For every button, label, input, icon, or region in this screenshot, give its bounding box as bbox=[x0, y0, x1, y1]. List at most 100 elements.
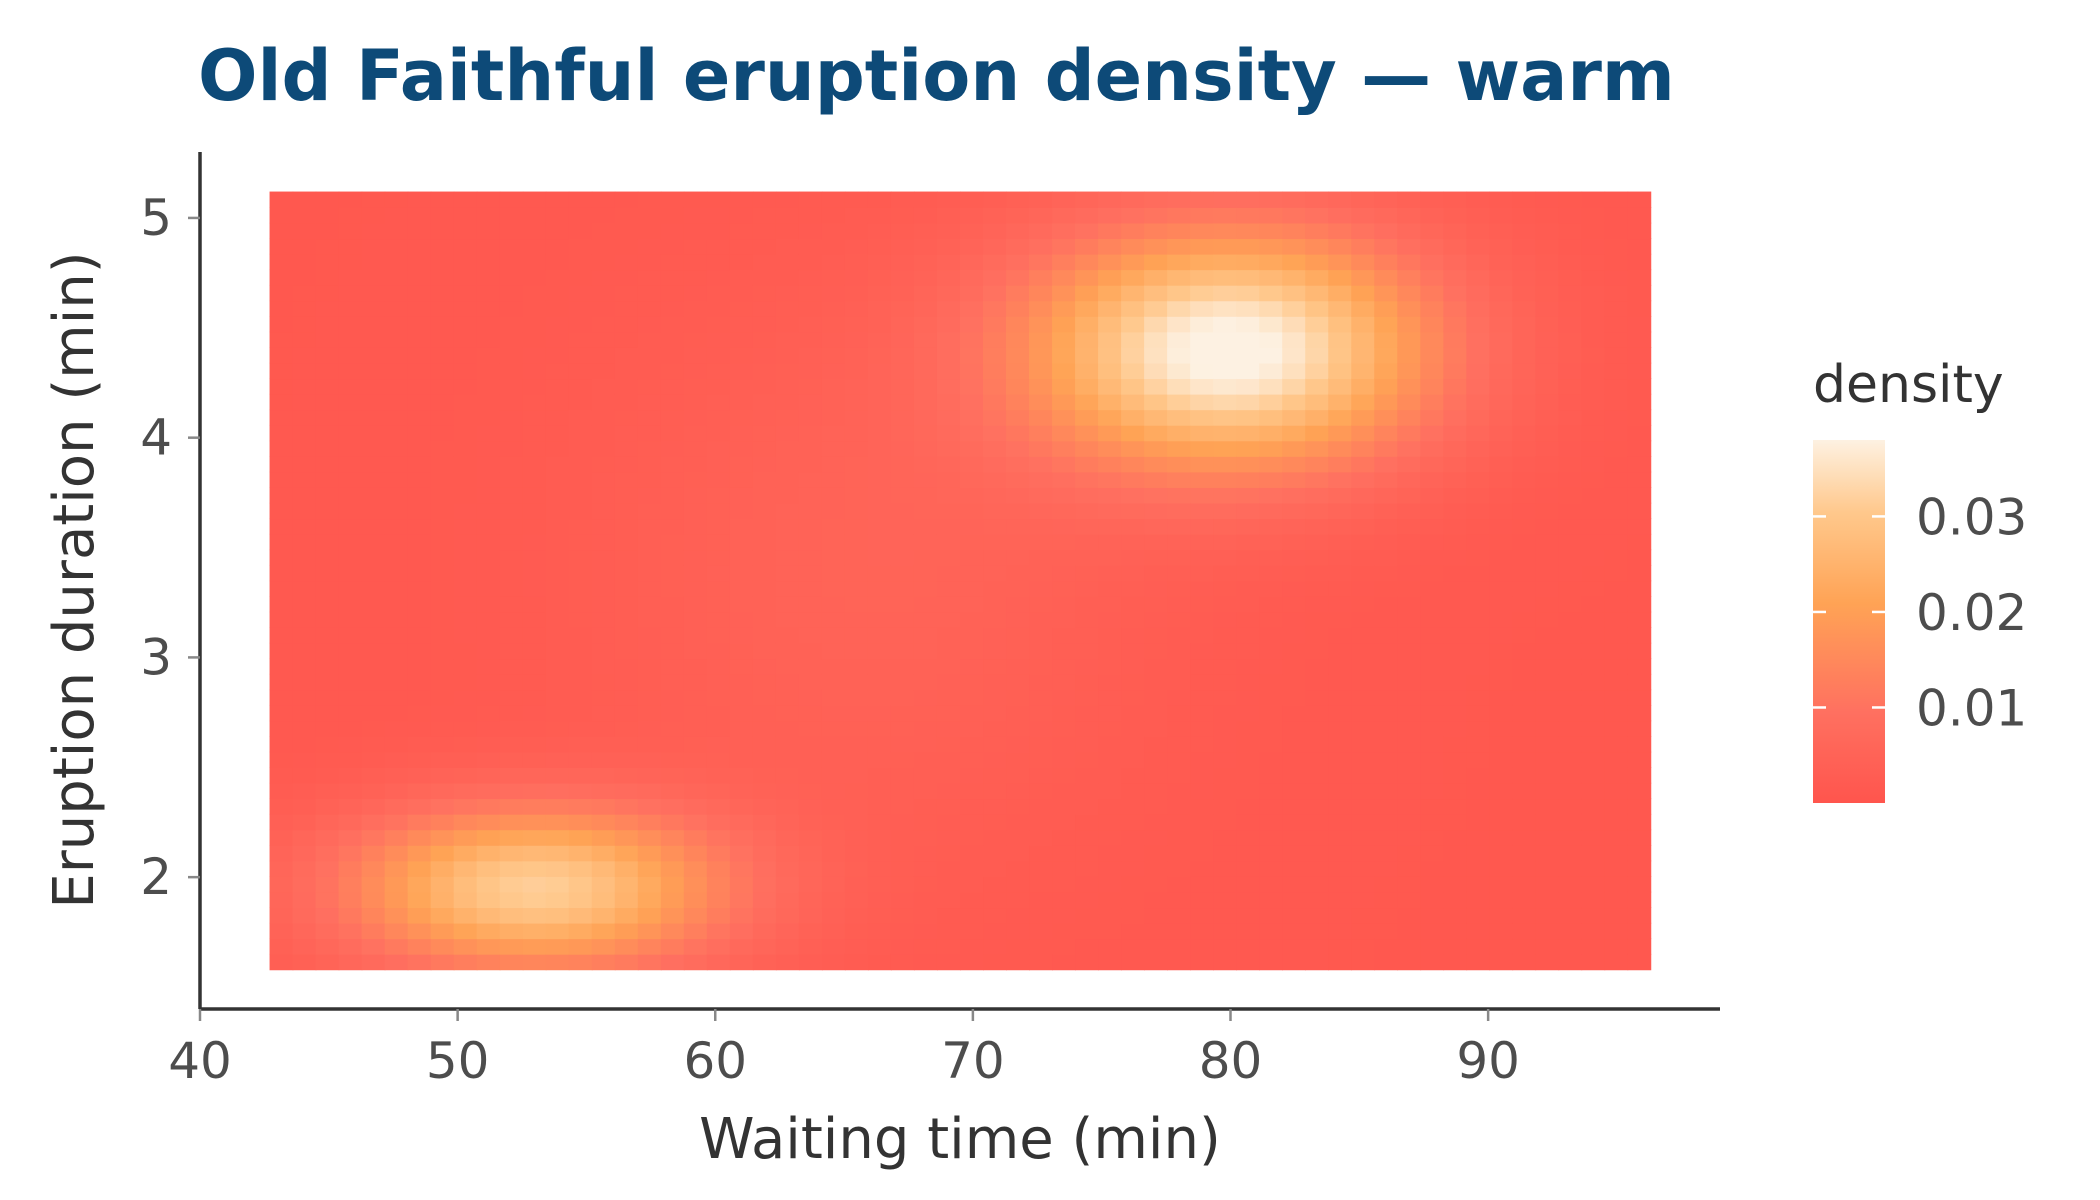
heatmap-tile bbox=[1006, 378, 1030, 395]
heatmap-tile bbox=[936, 456, 961, 473]
heatmap-tile bbox=[844, 627, 869, 644]
heatmap-tile bbox=[1305, 704, 1330, 722]
heatmap-tile bbox=[1282, 253, 1307, 271]
heatmap-tile bbox=[1604, 409, 1629, 426]
heatmap-tile bbox=[1581, 876, 1606, 893]
heatmap-tile bbox=[614, 191, 639, 208]
heatmap-tile bbox=[1397, 922, 1422, 940]
heatmap-tile bbox=[430, 860, 455, 877]
heatmap-tile bbox=[821, 627, 846, 644]
heatmap-tile bbox=[775, 844, 800, 862]
heatmap-tile bbox=[1397, 689, 1422, 706]
heatmap-tile bbox=[1351, 658, 1376, 675]
heatmap-tile bbox=[1374, 922, 1399, 940]
heatmap-tile bbox=[706, 642, 731, 660]
heatmap-tile bbox=[568, 409, 593, 426]
heatmap-tile bbox=[1167, 316, 1191, 333]
heatmap-tile bbox=[821, 533, 846, 551]
heatmap-tile bbox=[1190, 689, 1214, 706]
heatmap-tile bbox=[1190, 300, 1214, 317]
heatmap-tile bbox=[1351, 829, 1376, 846]
heatmap-tile bbox=[798, 922, 823, 940]
heatmap-tile bbox=[1420, 518, 1445, 535]
heatmap-tile bbox=[960, 953, 984, 971]
heatmap-tile bbox=[683, 689, 708, 706]
heatmap-tile bbox=[798, 642, 823, 660]
heatmap-tile bbox=[1006, 627, 1030, 644]
heatmap-tile bbox=[1006, 549, 1030, 566]
heatmap-tile bbox=[430, 284, 455, 302]
heatmap-tile bbox=[844, 222, 869, 240]
heatmap-tile bbox=[1305, 658, 1330, 675]
heatmap-tile bbox=[798, 424, 823, 442]
heatmap-tile bbox=[1558, 813, 1583, 831]
heatmap-tile bbox=[1512, 844, 1537, 862]
heatmap-tile bbox=[867, 860, 892, 877]
heatmap-tile bbox=[1351, 813, 1376, 831]
heatmap-tile bbox=[591, 642, 616, 660]
heatmap-tile bbox=[798, 689, 823, 706]
heatmap-tile bbox=[361, 347, 386, 364]
heatmap-tile bbox=[729, 207, 754, 224]
heatmap-tile bbox=[1259, 238, 1283, 255]
heatmap-tile bbox=[453, 191, 478, 208]
heatmap-tile bbox=[1052, 347, 1076, 364]
heatmap-tile bbox=[430, 300, 455, 317]
heatmap-tile bbox=[545, 222, 570, 240]
heatmap-tile bbox=[983, 611, 1007, 628]
heatmap-tile bbox=[1121, 596, 1145, 613]
heatmap-tile bbox=[683, 736, 708, 753]
heatmap-tile bbox=[960, 767, 984, 784]
heatmap-tile bbox=[1535, 487, 1560, 504]
heatmap-tile bbox=[1374, 907, 1399, 924]
heatmap-tile bbox=[361, 642, 386, 660]
heatmap-tile bbox=[384, 751, 409, 768]
heatmap-tile bbox=[844, 269, 869, 286]
heatmap-tile bbox=[1627, 611, 1652, 628]
heatmap-tile bbox=[315, 253, 340, 271]
heatmap-tile bbox=[1075, 860, 1099, 877]
heatmap-tile bbox=[269, 222, 294, 240]
heatmap-tile bbox=[1190, 207, 1214, 224]
heatmap-tile bbox=[476, 253, 501, 271]
heatmap-tile bbox=[269, 658, 294, 675]
heatmap-tile bbox=[798, 362, 823, 380]
heatmap-tile bbox=[1144, 938, 1168, 955]
heatmap-tile bbox=[752, 673, 777, 691]
heatmap-tile bbox=[1236, 238, 1260, 255]
heatmap-tile bbox=[1420, 409, 1445, 426]
heatmap-tile bbox=[729, 409, 754, 426]
heatmap-tile bbox=[1190, 456, 1214, 473]
heatmap-tile bbox=[821, 393, 846, 411]
heatmap-tile bbox=[1006, 424, 1030, 442]
heatmap-tile bbox=[821, 891, 846, 909]
heatmap-tile bbox=[1144, 689, 1168, 706]
heatmap-tile bbox=[1075, 813, 1099, 831]
heatmap-tile bbox=[960, 627, 984, 644]
heatmap-tile bbox=[476, 440, 501, 457]
heatmap-tile bbox=[683, 673, 708, 691]
heatmap-tile bbox=[983, 533, 1007, 551]
heatmap-tile bbox=[1282, 829, 1307, 846]
heatmap-tile bbox=[522, 347, 547, 364]
heatmap-tile bbox=[844, 549, 869, 566]
heatmap-tile bbox=[1627, 487, 1652, 504]
heatmap-tile bbox=[315, 440, 340, 457]
heatmap-tile bbox=[890, 549, 915, 566]
heatmap-tile bbox=[1397, 564, 1422, 582]
heatmap-tile bbox=[1305, 751, 1330, 768]
heatmap-tile bbox=[1282, 238, 1307, 255]
heatmap-tile bbox=[269, 487, 294, 504]
heatmap-tile bbox=[890, 502, 915, 520]
heatmap-tile bbox=[660, 782, 685, 800]
heatmap-tile bbox=[729, 253, 754, 271]
heatmap-tile bbox=[1351, 580, 1376, 597]
heatmap-tile bbox=[407, 844, 432, 862]
heatmap-tile bbox=[1512, 642, 1537, 660]
heatmap-tile bbox=[1236, 518, 1260, 535]
heatmap-tile bbox=[660, 813, 685, 831]
heatmap-tile bbox=[1052, 751, 1076, 768]
heatmap-tile bbox=[960, 642, 984, 660]
heatmap-tile bbox=[1558, 502, 1583, 520]
heatmap-tile bbox=[1512, 736, 1537, 753]
